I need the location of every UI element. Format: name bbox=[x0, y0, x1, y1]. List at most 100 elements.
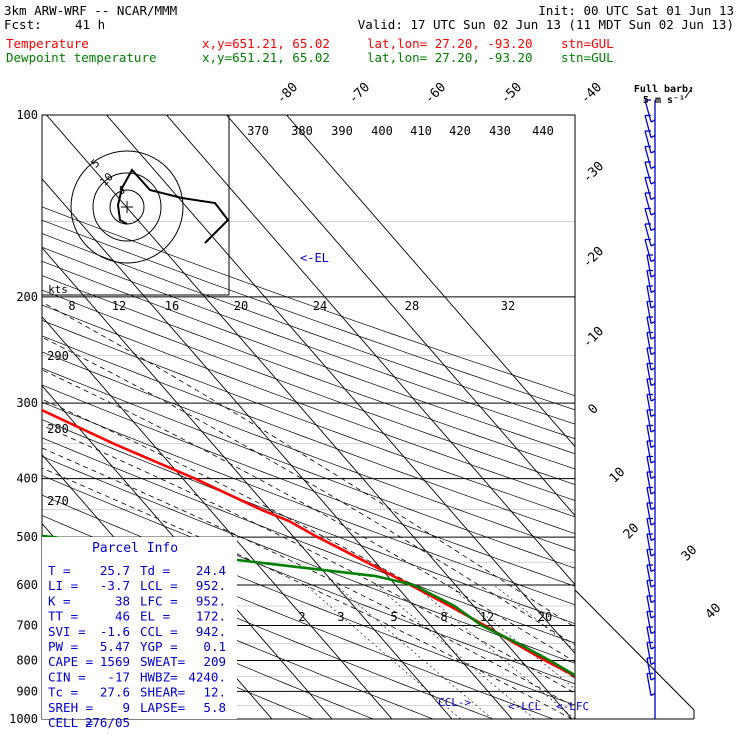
barb-legend-glyph bbox=[684, 87, 693, 99]
barb-tick-8 bbox=[650, 243, 656, 247]
barb-tick-2 bbox=[650, 150, 656, 154]
parcel-row-value-0: 25.7 bbox=[100, 563, 130, 578]
mixing-ratio-5 bbox=[375, 584, 535, 719]
lfc-annotation: <-LFC bbox=[556, 700, 589, 713]
dry-adiabat-300 bbox=[42, 475, 575, 685]
dry-adiabat-460 bbox=[42, 219, 575, 411]
dry-adiabat-240 bbox=[42, 602, 315, 719]
lcl-annotation: <-LCL bbox=[508, 700, 541, 713]
parcel-row-label2-3: EL = bbox=[140, 609, 170, 624]
barb-flag-17 bbox=[646, 363, 652, 386]
barb-flag-10 bbox=[646, 254, 652, 278]
parcel-row-value2-5: 0.1 bbox=[203, 639, 226, 654]
parcel-row-label-8: Tc = bbox=[48, 685, 78, 700]
wind-speed-unit: kts bbox=[48, 283, 68, 296]
pressure-label-700: 700 bbox=[16, 618, 38, 632]
barb-tick-32 bbox=[650, 615, 656, 619]
barb-flag-11 bbox=[646, 270, 652, 293]
barb-flag-14 bbox=[646, 316, 652, 340]
temperature-legend-name: Temperature bbox=[6, 36, 89, 51]
isotherm-label-30: 30 bbox=[679, 543, 701, 565]
barb-tick-36 bbox=[650, 677, 656, 681]
dry-adiabat-340 bbox=[42, 401, 575, 606]
barb-tick-35 bbox=[650, 661, 656, 666]
mixing-ratio-label-20: 20 bbox=[538, 610, 552, 624]
pressure-label-400: 400 bbox=[16, 472, 38, 486]
temperature-legend-stn: stn=GUL bbox=[561, 36, 614, 51]
barb-legend-title: Full barb: bbox=[634, 84, 694, 95]
plot-frame bbox=[41, 114, 576, 720]
theta-label-370: 370 bbox=[247, 124, 269, 138]
parcel-row-value2-4: 942. bbox=[196, 624, 226, 639]
barb-flag-5 bbox=[644, 177, 652, 200]
barb-flag-21 bbox=[646, 425, 652, 448]
barb-flag-34 bbox=[646, 626, 652, 650]
parcel-row-label2-9: LAPSE= bbox=[140, 700, 185, 715]
dry-adiabat-320 bbox=[42, 437, 575, 644]
parcel-row-label2-4: CCL = bbox=[140, 624, 178, 639]
barb-flag-3 bbox=[644, 146, 652, 169]
dry-adiabat-380 bbox=[42, 335, 575, 535]
parcel-row-label2-1: LCL = bbox=[140, 578, 178, 593]
barb-flag-30 bbox=[646, 564, 652, 588]
wind-speed-label-20: 20 bbox=[234, 299, 248, 313]
theta-label-380: 380 bbox=[291, 124, 313, 138]
wind-speed-label-8: 8 bbox=[68, 299, 75, 313]
el-annotation: <-EL bbox=[300, 251, 329, 265]
parcel-row-value-10: 276/05 bbox=[85, 715, 130, 730]
dry-adiabat-330 bbox=[42, 419, 575, 625]
isotherm-20 bbox=[106, 115, 575, 655]
isotherm-label--10: -10 bbox=[580, 324, 607, 351]
wind-speed-label-24: 24 bbox=[313, 299, 327, 313]
barb-flag-18 bbox=[646, 378, 652, 402]
barb-panel-edge bbox=[574, 589, 695, 719]
parcel-row-label-2: K = bbox=[48, 593, 71, 608]
dry-adiabat-370 bbox=[42, 351, 575, 552]
mixing-ratio-label-5: 5 bbox=[390, 610, 397, 624]
theta-label-410: 410 bbox=[410, 124, 432, 138]
barb-flag-26 bbox=[646, 502, 652, 526]
barb-tick-18 bbox=[650, 398, 656, 402]
mixing-ratio-label-8: 8 bbox=[440, 610, 447, 624]
barb-tick-31 bbox=[650, 599, 656, 604]
theta-label-400: 400 bbox=[371, 124, 393, 138]
barb-flag-20 bbox=[646, 409, 652, 433]
moist-adiabat-26 bbox=[42, 369, 575, 663]
hodo-ring-1 bbox=[92, 172, 162, 242]
parcel-row-label2-0: Td = bbox=[140, 563, 170, 578]
barb-flag-32 bbox=[646, 595, 652, 619]
barb-tick-26 bbox=[650, 522, 656, 526]
hodo-ring-2 bbox=[70, 150, 184, 264]
dewpoint-legend-name: Dewpoint temperature bbox=[6, 50, 157, 65]
mixing-ratio-20 bbox=[493, 584, 575, 651]
dry-adiabat-400 bbox=[42, 304, 575, 501]
isotherm-label-10: 10 bbox=[607, 465, 629, 487]
parcel-row-value-1: -3.7 bbox=[100, 578, 130, 593]
parcel-row-label2-8: SHEAR= bbox=[140, 685, 185, 700]
isotherm-label-40: 40 bbox=[703, 601, 725, 623]
isotherm-0 bbox=[42, 178, 513, 719]
isotherm-label--70: -70 bbox=[346, 80, 373, 107]
isotherm-label--60: -60 bbox=[422, 80, 449, 107]
barb-tick-17 bbox=[650, 382, 656, 387]
barb-flag-27 bbox=[646, 518, 652, 541]
dry-adiabat-310 bbox=[42, 456, 575, 664]
barb-flag-7 bbox=[644, 208, 652, 231]
barb-flag-9 bbox=[644, 239, 652, 262]
parcel-row-label-0: T = bbox=[48, 563, 71, 578]
wind-speed-label-28: 28 bbox=[405, 299, 419, 313]
parcel-row-value2-1: 952. bbox=[196, 578, 226, 593]
barb-tick-29 bbox=[650, 568, 656, 573]
mixing-ratio-label-3: 3 bbox=[337, 610, 344, 624]
pressure-label-200: 200 bbox=[16, 290, 38, 304]
barb-tick-25 bbox=[650, 506, 656, 511]
barb-tick-12 bbox=[650, 305, 656, 309]
parcel-info-box bbox=[42, 537, 237, 719]
isotherm-label--20: -20 bbox=[580, 244, 607, 271]
mixing-ratio-3 bbox=[335, 584, 493, 719]
parcel-row-value-9: 9 bbox=[122, 700, 130, 715]
parcel-row-label-4: SVI = bbox=[48, 624, 86, 639]
hodo-ring-label-5: 5 bbox=[89, 157, 103, 171]
parcel-row-label2-2: LFC = bbox=[140, 593, 178, 608]
